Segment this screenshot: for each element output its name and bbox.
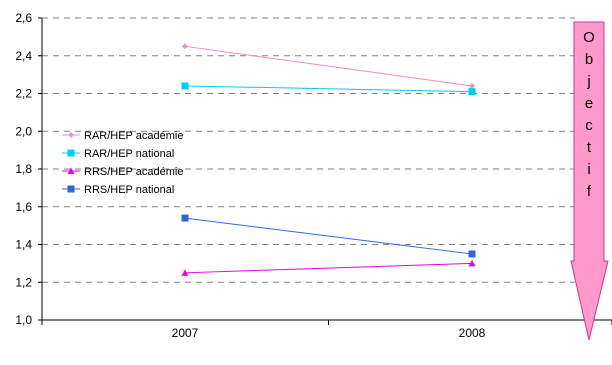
series-line xyxy=(184,262,473,274)
legend-item: RAR/HEP national xyxy=(62,148,174,160)
objectif-letter: e xyxy=(585,95,593,112)
objectif-letter: t xyxy=(587,139,592,156)
legend-item: RRS/HEP académie xyxy=(62,166,183,178)
x-tick-labels: 2007 2008 xyxy=(41,320,612,340)
series-line xyxy=(184,217,473,255)
legend: RAR/HEP académie RAR/HEP national RRS/HEP … xyxy=(62,130,183,196)
data-point xyxy=(468,250,476,258)
y-tick-label: 2,0 xyxy=(15,124,32,138)
legend-swatch-marker xyxy=(67,149,75,157)
y-tick-label: 2,6 xyxy=(15,11,32,25)
legend-swatch-marker xyxy=(68,132,74,138)
x-tick-label: 2007 xyxy=(172,326,199,340)
y-tick-labels: 1,0 1,2 1,4 1,6 1,8 2,0 2,2 2,4 2,6 xyxy=(15,11,42,327)
data-point xyxy=(182,43,188,50)
data-point xyxy=(468,88,476,96)
series-line xyxy=(184,45,473,87)
objectif-arrow-shape xyxy=(570,21,609,341)
legend-label: RAR/HEP national xyxy=(84,148,174,160)
series-1 xyxy=(182,43,475,89)
series-line xyxy=(184,85,473,93)
data-point xyxy=(469,82,475,89)
objectif-letter: O xyxy=(583,29,595,46)
x-tick-label: 2008 xyxy=(459,326,486,340)
legend-label: RAR/HEP académie xyxy=(84,130,183,142)
legend-swatch-marker xyxy=(67,185,75,193)
y-tick-label: 1,8 xyxy=(15,162,32,176)
y-tick-label: 2,2 xyxy=(15,87,32,101)
data-series xyxy=(181,43,476,276)
objectif-letter: c xyxy=(585,117,593,134)
y-tick-label: 2,4 xyxy=(15,49,32,63)
gridlines xyxy=(42,17,575,283)
objectif-letter: f xyxy=(587,183,592,200)
data-point xyxy=(181,214,189,222)
objectif-letter: b xyxy=(585,51,593,68)
y-tick-label: 1,4 xyxy=(15,238,32,252)
objectif-letter: i xyxy=(587,161,590,178)
data-point xyxy=(181,82,189,90)
series-4 xyxy=(181,214,476,258)
y-tick-label: 1,0 xyxy=(15,313,32,327)
series-3 xyxy=(181,259,476,276)
data-point xyxy=(468,259,476,267)
y-tick-label: 1,6 xyxy=(15,200,32,214)
data-point xyxy=(181,269,189,276)
legend-item: RRS/HEP national xyxy=(62,184,174,196)
legend-item: RAR/HEP académie xyxy=(62,130,183,142)
legend-label: RRS/HEP académie xyxy=(84,166,183,178)
series-2 xyxy=(181,82,476,96)
y-tick-label: 1,2 xyxy=(15,275,32,289)
legend-label: RRS/HEP national xyxy=(84,184,174,196)
objectif-letter: j xyxy=(586,73,590,90)
legend-swatch-marker xyxy=(67,167,75,174)
